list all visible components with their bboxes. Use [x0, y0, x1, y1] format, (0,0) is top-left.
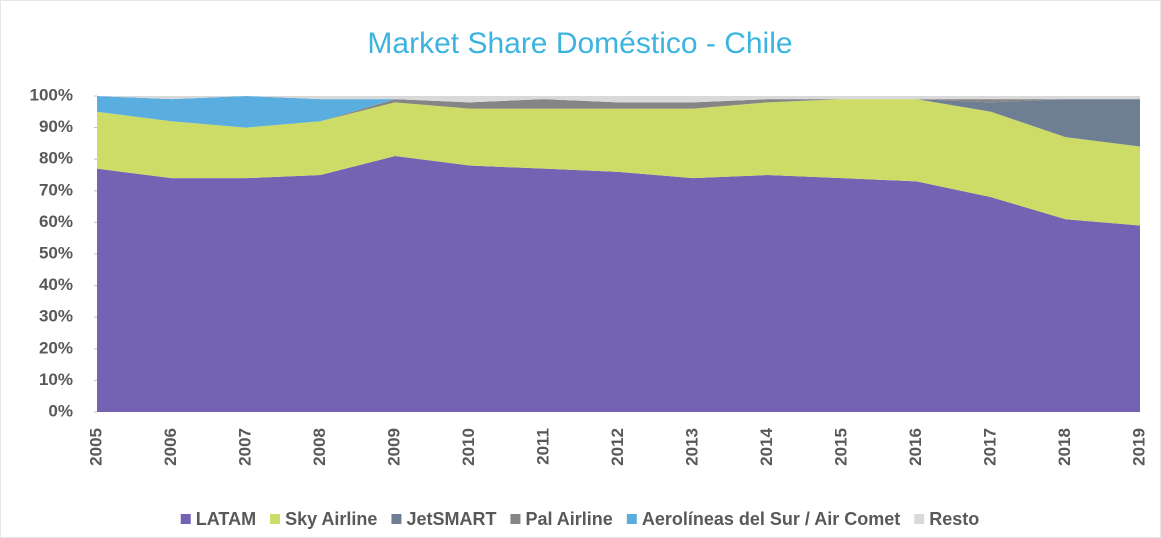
x-tick-label: 2014 [757, 427, 776, 465]
x-tick-label: 2015 [831, 428, 850, 466]
x-tick-label: 2018 [1055, 428, 1074, 466]
x-tick-label: 2006 [161, 428, 180, 466]
x-tick-label: 2013 [682, 428, 701, 466]
y-tick-label: 20% [39, 338, 73, 357]
y-tick-label: 90% [39, 117, 73, 136]
legend-label: Pal Airline [525, 509, 612, 529]
x-tick-label: 2005 [86, 428, 105, 466]
x-tick-label: 2019 [1129, 428, 1148, 466]
area [97, 99, 1140, 226]
y-tick-label: 0% [48, 401, 73, 420]
x-tick-label: 2008 [310, 428, 329, 466]
legend-label: Aerolíneas del Sur / Air Comet [642, 509, 900, 529]
legend-label: JetSMART [406, 509, 496, 529]
x-tick-label: 2010 [459, 428, 478, 466]
y-tick-label: 50% [39, 243, 73, 262]
legend-swatch [180, 514, 191, 524]
y-tick-label: 30% [39, 307, 73, 326]
area [97, 96, 1140, 128]
x-tick-label: 2007 [235, 428, 254, 466]
legend-swatch [914, 514, 925, 524]
legend-swatch [626, 514, 637, 524]
x-tick-label: 2011 [533, 428, 552, 465]
y-tick-label: 10% [39, 370, 73, 389]
legend-label: Resto [929, 509, 979, 529]
y-tick-label: 40% [39, 275, 73, 294]
legend-swatch [391, 514, 402, 524]
area [97, 99, 1140, 128]
y-tick-label: 100% [30, 85, 73, 104]
legend: LATAM Sky Airline JetSMART Pal Airline Aerol… [180, 509, 979, 529]
area [97, 99, 1140, 147]
chart-title: Market Share Doméstico - Chile [367, 27, 792, 60]
x-tick-label: 2017 [980, 428, 999, 466]
area [97, 96, 1140, 103]
x-tick-label: 2012 [608, 428, 627, 466]
legend-label: Sky Airline [285, 509, 377, 529]
y-tick-label: 70% [39, 180, 73, 199]
y-tick-label: 80% [39, 149, 73, 168]
y-tick-label: 60% [39, 212, 73, 231]
x-tick-label: 2009 [384, 428, 403, 466]
x-tick-label: 2016 [906, 428, 925, 466]
legend-swatch [270, 514, 281, 524]
legend-swatch [510, 514, 521, 524]
legend-label: LATAM [196, 509, 256, 529]
area [97, 156, 1140, 412]
